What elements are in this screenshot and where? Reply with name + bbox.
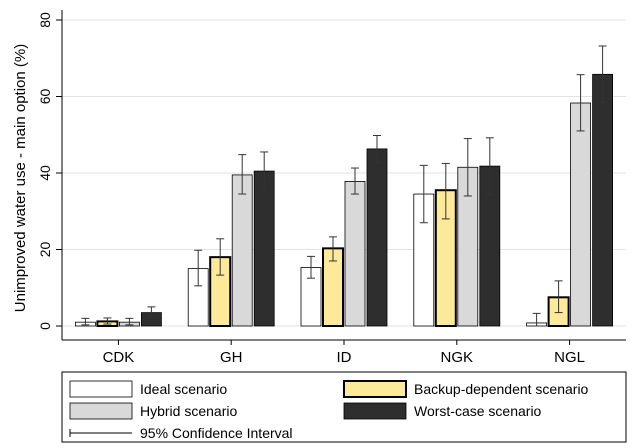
legend-label: Hybrid scenario xyxy=(140,403,237,419)
x-ticks: CDK GH ID NGK NGL xyxy=(103,340,585,366)
error-bars xyxy=(81,45,607,327)
legend-label: Backup-dependent scenario xyxy=(414,381,589,397)
legend-swatch xyxy=(69,380,133,398)
y-tick-label: 40 xyxy=(37,165,53,181)
legend-label: Worst-case scenario xyxy=(414,403,542,419)
x-tick-label: NGL xyxy=(554,349,585,366)
legend-swatch xyxy=(343,402,407,420)
bar xyxy=(366,148,388,327)
y-ticks: 0 20 40 60 80 xyxy=(37,12,62,330)
x-tick-label: ID xyxy=(337,349,352,366)
y-tick-label: 20 xyxy=(37,242,53,258)
x-tick-label: CDK xyxy=(103,349,135,366)
legend: Ideal scenario Backup-dependent scenario H… xyxy=(61,371,627,443)
y-axis-label: Unimproved water use - main option (%) xyxy=(12,44,29,312)
bar xyxy=(570,102,591,327)
legend-ci-label: 95% Confidence Interval xyxy=(140,425,293,441)
bar xyxy=(253,170,275,327)
bars xyxy=(75,73,613,328)
x-tick-label: NGK xyxy=(441,349,474,366)
bar xyxy=(344,181,366,327)
bar xyxy=(592,73,613,327)
x-tick-label: GH xyxy=(220,349,243,366)
legend-label: Ideal scenario xyxy=(140,381,227,397)
bar xyxy=(231,174,253,327)
y-tick-label: 80 xyxy=(37,12,53,28)
legend-swatch xyxy=(69,402,133,420)
y-tick-label: 60 xyxy=(37,89,53,105)
legend-swatch xyxy=(343,380,407,398)
y-tick-label: 0 xyxy=(37,322,53,330)
